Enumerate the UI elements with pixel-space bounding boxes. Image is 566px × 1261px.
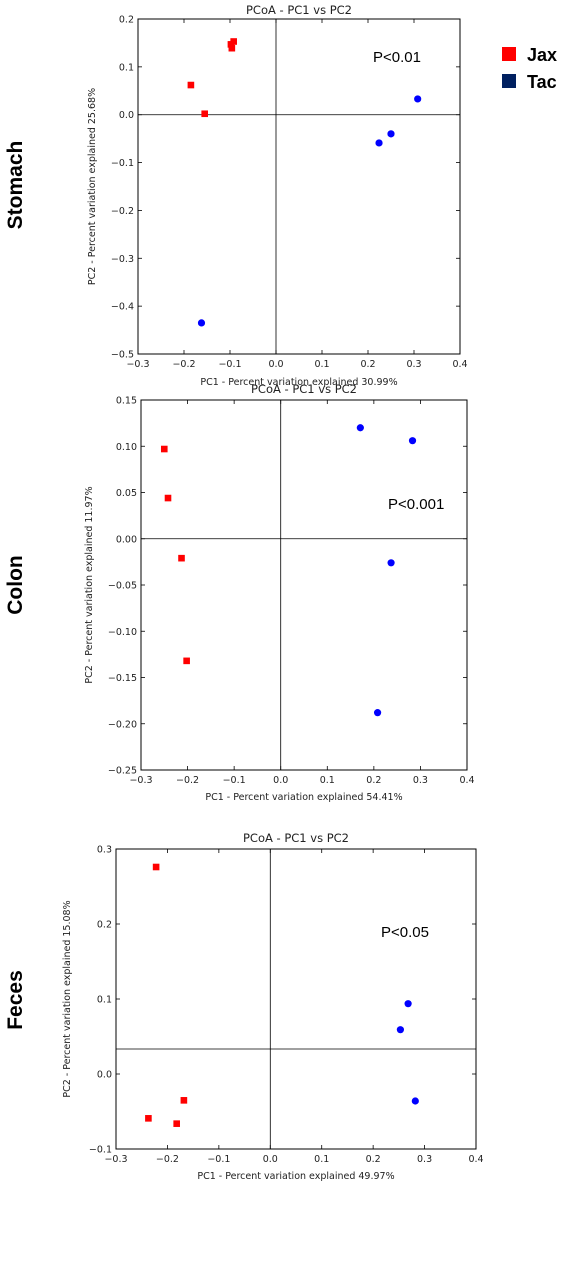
- legend-label-jax: Jax: [527, 45, 557, 65]
- y-tick-label: 0.2: [119, 15, 134, 26]
- x-axis-label: PC1 - Percent variation explained 30.99%: [200, 377, 397, 388]
- y-tick-label: −0.1: [111, 158, 134, 169]
- data-point-tac: [356, 424, 364, 432]
- y-tick-label: 0.3: [97, 845, 112, 856]
- row-label: Stomach: [4, 141, 27, 230]
- chart-panel-colon: −0.3 −0.2 −0.1 0.0 0.1 0.2 0.3 0.4 0.15 0.10 0.05 0…: [4, 382, 475, 803]
- plot-frame: [140, 399, 468, 771]
- data-point-jax: [230, 38, 237, 45]
- y-tick-label: 0.2: [97, 920, 112, 931]
- data-point-tac: [387, 559, 395, 567]
- y-tick-label: −0.5: [111, 350, 134, 361]
- legend: Jax Tac: [502, 45, 557, 92]
- data-point-jax: [152, 863, 160, 871]
- legend-swatch-tac: [502, 74, 516, 88]
- chart-panel-feces: −0.3 −0.2 −0.1 0.0 0.1 0.2 0.3 0.4 0.3 0.2 0.1 0.0 −…: [4, 831, 484, 1182]
- y-tick-label: 0.0: [97, 1070, 112, 1081]
- x-tick-label: −0.2: [176, 775, 199, 786]
- x-tick-label: 0.4: [459, 775, 474, 786]
- x-tick-label: −0.3: [104, 1154, 127, 1165]
- data-point-tac: [414, 95, 422, 103]
- y-tick-label: −0.05: [108, 581, 137, 592]
- data-point-tac: [411, 1097, 419, 1105]
- y-tick-label: 0.00: [116, 534, 137, 545]
- y-tick-label: 0.15: [116, 396, 137, 407]
- y-tick-label: −0.10: [108, 627, 137, 638]
- y-tick-label: −0.4: [111, 302, 134, 313]
- y-tick-label: −0.3: [111, 254, 134, 265]
- x-tick-label: 0.1: [314, 1154, 329, 1165]
- chart-panel-stomach: −0.3 −0.2 −0.1 0.0 0.1 0.2 0.3 0.4 0.2 0.1 0.0 −0.1…: [4, 3, 468, 388]
- p-value-annotation: P<0.001: [388, 496, 444, 513]
- x-tick-label: 0.0: [263, 1154, 278, 1165]
- data-point-jax: [173, 1120, 180, 1127]
- y-tick-label: 0.1: [119, 62, 134, 73]
- row-label: Colon: [4, 555, 27, 614]
- row-label: Feces: [4, 970, 27, 1030]
- x-tick-label: −0.1: [207, 1154, 230, 1165]
- y-tick-label: −0.20: [108, 719, 137, 730]
- y-axis-label: PC2 - Percent variation explained 15.08%: [62, 900, 73, 1097]
- data-point-jax: [187, 81, 195, 89]
- data-point-tac: [373, 709, 382, 717]
- y-axis-label: PC2 - Percent variation explained 25.68%: [87, 88, 98, 285]
- data-point-tac: [375, 139, 383, 147]
- x-axis-label: PC1 - Percent variation explained 49.97%: [197, 1171, 394, 1182]
- x-tick-label: −0.2: [172, 359, 195, 370]
- x-tick-label: −0.2: [156, 1154, 179, 1165]
- x-tick-label: 0.0: [268, 359, 283, 370]
- y-tick-label: −0.1: [89, 1145, 112, 1156]
- x-tick-label: 0.2: [360, 359, 375, 370]
- data-point-tac: [197, 319, 206, 327]
- x-tick-label: 0.1: [320, 775, 335, 786]
- data-point-jax: [178, 554, 185, 562]
- p-value-annotation: P<0.01: [373, 49, 421, 66]
- plot-frame: [137, 18, 461, 355]
- data-point-jax: [160, 445, 168, 453]
- chart-title: PCoA - PC1 vs PC2: [251, 382, 357, 396]
- y-axis-label: PC2 - Percent variation explained 11.97%: [84, 486, 95, 683]
- y-tick-label: −0.2: [111, 206, 134, 217]
- x-axis-label: PC1 - Percent variation explained 54.41%: [205, 792, 402, 803]
- x-tick-label: 0.3: [417, 1154, 432, 1165]
- data-point-tac: [408, 437, 417, 445]
- x-tick-label: −0.1: [223, 775, 246, 786]
- data-point-jax: [183, 657, 190, 665]
- data-point-jax: [201, 110, 208, 118]
- x-tick-label: 0.4: [452, 359, 467, 370]
- y-tick-label: 0.05: [116, 488, 137, 499]
- data-point-jax: [180, 1097, 188, 1104]
- data-point-tac: [396, 1026, 404, 1034]
- x-tick-label: −0.3: [126, 359, 149, 370]
- x-tick-label: 0.4: [468, 1154, 483, 1165]
- y-tick-label: −0.15: [108, 673, 137, 684]
- data-point-jax: [164, 494, 172, 502]
- data-point-jax: [145, 1115, 152, 1122]
- p-value-annotation: P<0.05: [381, 924, 429, 941]
- x-tick-label: 0.1: [314, 359, 329, 370]
- y-tick-label: 0.0: [119, 110, 134, 121]
- plot-frame: [115, 848, 477, 1150]
- y-tick-label: 0.1: [97, 995, 112, 1006]
- data-point-tac: [387, 130, 395, 138]
- x-tick-label: 0.0: [273, 775, 288, 786]
- x-tick-label: 0.3: [413, 775, 428, 786]
- legend-swatch-jax: [502, 47, 516, 61]
- data-point-tac: [404, 1000, 412, 1008]
- x-tick-label: 0.2: [366, 775, 381, 786]
- chart-title: PCoA - PC1 vs PC2: [246, 3, 352, 17]
- x-tick-label: 0.3: [406, 359, 421, 370]
- x-tick-label: −0.3: [129, 775, 152, 786]
- x-tick-label: −0.1: [218, 359, 241, 370]
- data-point-jax: [228, 44, 236, 52]
- chart-title: PCoA - PC1 vs PC2: [243, 831, 349, 845]
- y-tick-label: 0.10: [116, 442, 137, 453]
- y-tick-label: −0.25: [108, 766, 137, 777]
- x-tick-label: 0.2: [366, 1154, 381, 1165]
- legend-label-tac: Tac: [527, 72, 557, 92]
